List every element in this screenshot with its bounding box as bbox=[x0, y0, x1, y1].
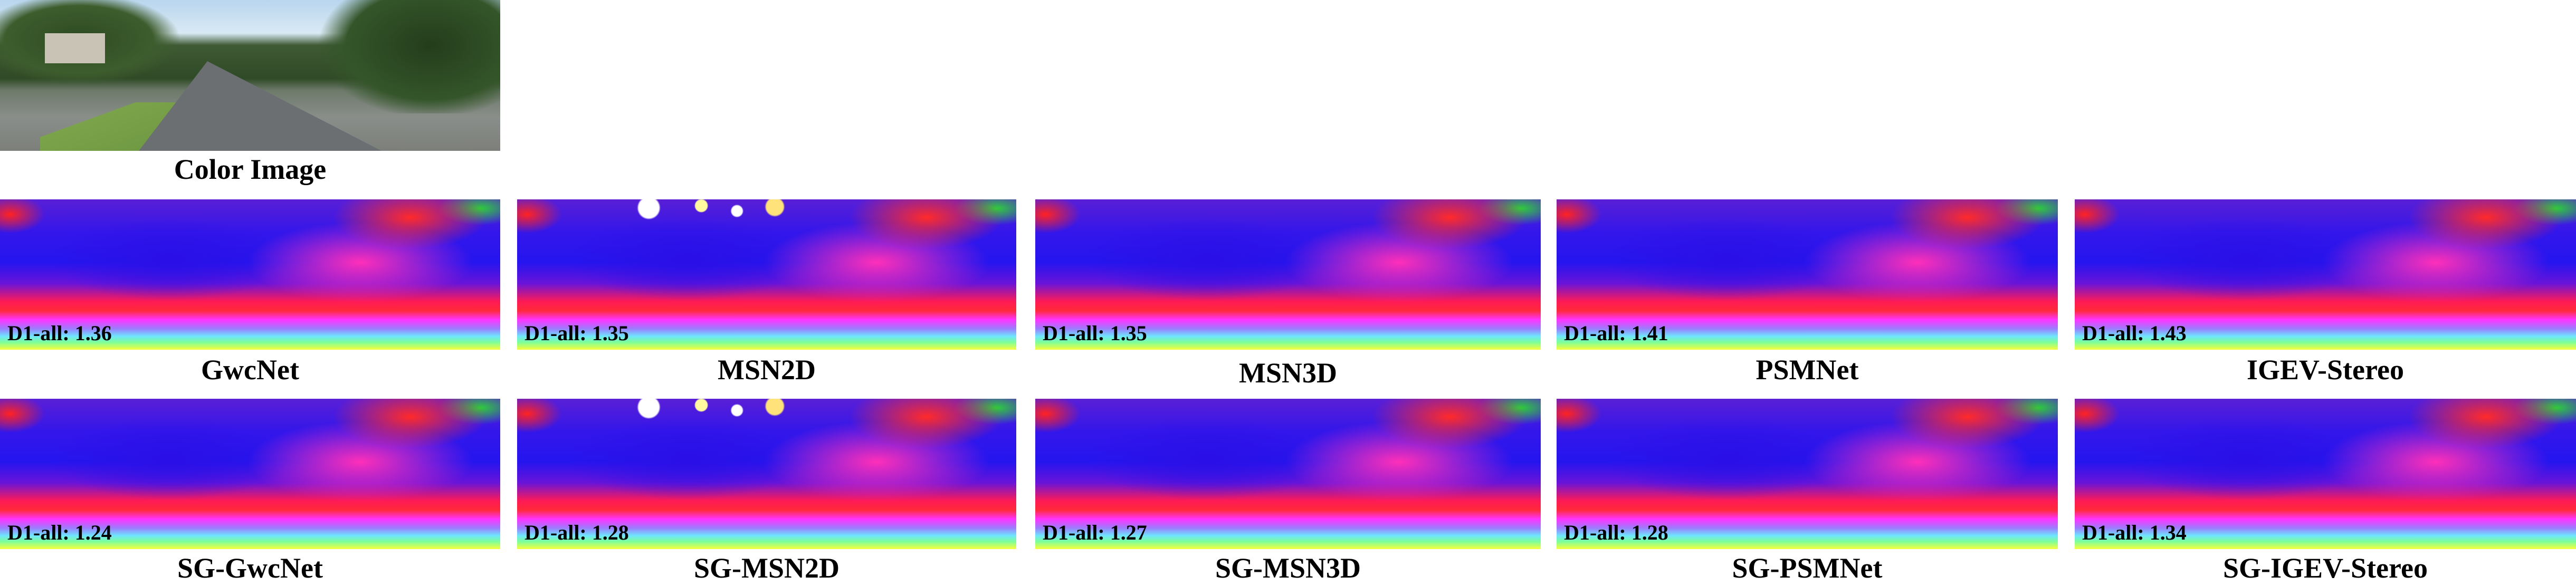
color-image bbox=[0, 0, 500, 151]
d1-all-label: D1-all: 1.28 bbox=[524, 521, 629, 544]
disparity-map-sg-igev-stereo: D1-all: 1.34 bbox=[2075, 399, 2576, 549]
disparity-map-igev-stereo: D1-all: 1.43 bbox=[2075, 199, 2576, 350]
method-caption: SG-MSN2D bbox=[693, 552, 839, 584]
disparity-map-psmnet: D1-all: 1.41 bbox=[1557, 199, 2058, 350]
method-caption: SG-MSN3D bbox=[1215, 552, 1361, 584]
d1-all-label: D1-all: 1.34 bbox=[2082, 521, 2187, 544]
d1-all-label: D1-all: 1.27 bbox=[1043, 521, 1147, 544]
d1-all-label: D1-all: 1.24 bbox=[7, 521, 112, 544]
disparity-map-sg-msn3d: D1-all: 1.27 bbox=[1035, 399, 1541, 549]
disparity-map-msn2d: D1-all: 1.35 bbox=[517, 199, 1016, 350]
method-caption: SG-PSMNet bbox=[1732, 552, 1883, 584]
method-caption: IGEV-Stereo bbox=[2247, 354, 2404, 386]
method-caption: SG-GwcNet bbox=[177, 552, 323, 584]
method-caption: PSMNet bbox=[1756, 354, 1859, 386]
method-caption: SG-IGEV-Stereo bbox=[2223, 552, 2428, 584]
building bbox=[45, 33, 106, 64]
d1-all-label: D1-all: 1.35 bbox=[524, 321, 629, 345]
d1-all-label: D1-all: 1.41 bbox=[1564, 321, 1668, 345]
road bbox=[139, 61, 382, 151]
disparity-map-gwcnet: D1-all: 1.36 bbox=[0, 199, 500, 350]
method-caption: GwcNet bbox=[201, 354, 299, 386]
disparity-map-msn3d: D1-all: 1.35 bbox=[1035, 199, 1541, 350]
color-image-caption: Color Image bbox=[174, 153, 327, 185]
method-caption: MSN2D bbox=[718, 354, 816, 386]
disparity-map-sg-msn2d: D1-all: 1.28 bbox=[517, 399, 1016, 549]
disparity-map-sg-gwcnet: D1-all: 1.24 bbox=[0, 399, 500, 549]
d1-all-label: D1-all: 1.43 bbox=[2082, 321, 2187, 345]
disparity-map-sg-psmnet: D1-all: 1.28 bbox=[1557, 399, 2058, 549]
method-caption: MSN3D bbox=[1239, 357, 1337, 389]
d1-all-label: D1-all: 1.28 bbox=[1564, 521, 1668, 544]
d1-all-label: D1-all: 1.36 bbox=[7, 321, 112, 345]
d1-all-label: D1-all: 1.35 bbox=[1043, 321, 1147, 345]
